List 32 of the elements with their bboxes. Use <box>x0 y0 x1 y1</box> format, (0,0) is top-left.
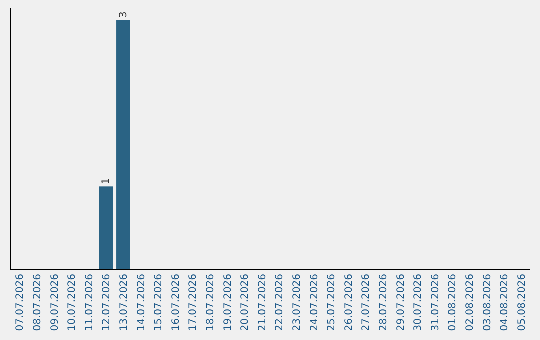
x-tick-label: 26.07.2026 <box>344 274 355 332</box>
x-tick-label: 04.08.2026 <box>500 274 511 332</box>
x-tick-label: 15.07.2026 <box>154 274 165 332</box>
x-tick-label: 07.07.2026 <box>15 274 26 332</box>
x-tick-label: 25.07.2026 <box>326 274 338 332</box>
data-label: 1 <box>101 178 112 185</box>
x-tick-label: 22.07.2026 <box>274 274 286 332</box>
x-tick-label: 01.08.2026 <box>448 274 459 332</box>
x-tick-label: 20.07.2026 <box>240 274 252 332</box>
x-tick-label: 10.07.2026 <box>67 274 78 332</box>
x-tick-label: 12.07.2026 <box>102 274 113 332</box>
x-tick-label: 21.07.2026 <box>257 274 268 332</box>
data-label: 3 <box>118 12 130 18</box>
x-tick-label: 24.07.2026 <box>309 274 320 332</box>
x-tick-label: 23.07.2026 <box>292 274 303 332</box>
x-tick-label: 03.08.2026 <box>482 274 494 332</box>
x-tick-label: 18.07.2026 <box>205 274 216 332</box>
x-tick-label: 29.07.2026 <box>396 274 407 332</box>
x-tick-label: 31.07.2026 <box>430 274 442 332</box>
x-tick-label: 02.08.2026 <box>464 274 476 332</box>
x-tick-label: 11.07.2026 <box>84 274 96 332</box>
x-tick-label: 30.07.2026 <box>413 274 424 332</box>
x-tick-label: 27.07.2026 <box>361 274 372 332</box>
x-tick-label: 14.07.2026 <box>136 274 148 332</box>
x-tick-label: 16.07.2026 <box>170 274 182 332</box>
x-tick-label: 28.07.2026 <box>378 274 390 332</box>
x-tick-label: 05.08.2026 <box>516 274 528 332</box>
x-tick-label: 17.07.2026 <box>188 274 200 332</box>
x-tick-label: 08.07.2026 <box>32 274 44 332</box>
x-tick-label: 13.07.2026 <box>118 274 130 332</box>
x-tick-label: 09.07.2026 <box>50 274 61 332</box>
x-tick-label: 19.07.2026 <box>222 274 234 332</box>
